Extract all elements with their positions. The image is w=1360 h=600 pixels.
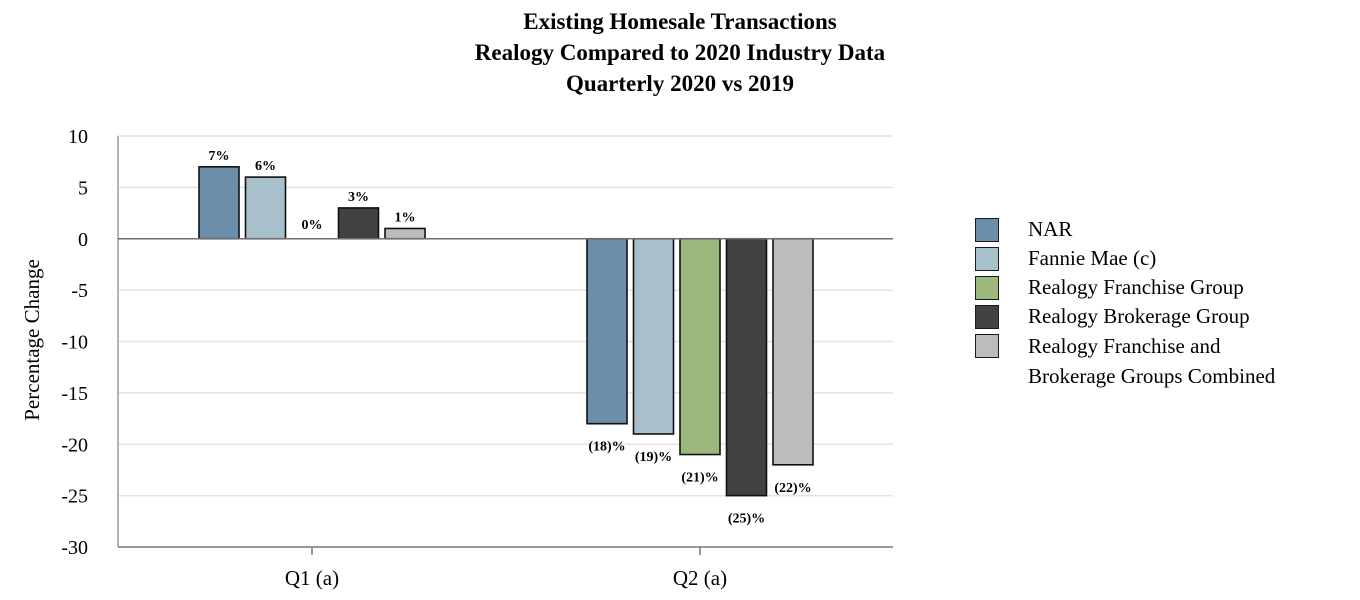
legend-item-fannie-mae: Fannie Mae (c) <box>975 246 1275 276</box>
chart-title: Existing Homesale Transactions Realogy C… <box>380 6 980 99</box>
legend-label: NAR <box>1028 217 1073 241</box>
legend-swatch <box>975 276 999 300</box>
data-label: 1% <box>395 210 416 225</box>
y-tick-label: -10 <box>61 332 88 354</box>
legend-item-nar: NAR <box>975 217 1275 247</box>
y-tick-label: -20 <box>61 434 88 456</box>
y-tick-label: 0 <box>78 229 88 251</box>
legend-item-combined: Realogy Franchise and Brokerage Groups C… <box>975 334 1275 388</box>
data-label: 7% <box>209 149 230 164</box>
y-tick-label: 5 <box>78 177 88 199</box>
legend-label-line-1: Realogy Franchise and <box>1028 334 1221 358</box>
data-labels: 7% 6% 0% 3% 1% (18)% (19)% (21)% (25)% (22)% <box>209 149 812 527</box>
legend-swatch <box>975 305 999 329</box>
bar <box>244 176 287 240</box>
legend-swatch <box>975 247 999 271</box>
y-tick-label: 10 <box>68 126 88 148</box>
y-tick-label: -15 <box>61 383 88 405</box>
legend-label: Realogy Franchise Group <box>1028 275 1244 299</box>
bar-chart: 10 5 0 -5 -10 -15 -20 -25 -30 7% 6% 0% 3% 1% (18)% (19… <box>20 126 893 590</box>
chart-title-line-1: Existing Homesale Transactions <box>523 9 837 34</box>
chart-title-line-3: Quarterly 2020 vs 2019 <box>565 71 795 96</box>
legend-item-realogy-franchise-group: Realogy Franchise Group <box>975 275 1275 305</box>
bars <box>198 166 814 497</box>
data-label: 0% <box>302 218 323 233</box>
data-label: 6% <box>255 159 276 174</box>
bar <box>632 237 675 435</box>
y-axis-label: Percentage Change <box>20 259 44 421</box>
y-axis: 10 5 0 -5 -10 -15 -20 -25 -30 <box>61 126 119 559</box>
chart-title-line-2: Realogy Compared to 2020 Industry Data <box>474 40 886 65</box>
y-tick-label: -5 <box>71 280 88 302</box>
legend: NAR Fannie Mae (c) Realogy Franchise Gro… <box>975 217 1275 388</box>
x-tick-label: Q2 (a) <box>673 566 727 590</box>
bar <box>586 237 628 425</box>
data-label: (25)% <box>728 512 765 527</box>
data-label: (18)% <box>588 440 625 455</box>
legend-label: Realogy Brokerage Group <box>1028 304 1250 328</box>
legend-item-realogy-brokerage-group: Realogy Brokerage Group <box>975 304 1275 334</box>
data-label: (21)% <box>681 471 718 486</box>
bar <box>725 237 768 497</box>
legend-label: Fannie Mae (c) <box>1028 246 1157 270</box>
bar <box>198 166 240 240</box>
data-label: (22)% <box>774 481 811 496</box>
data-label: (19)% <box>635 450 672 465</box>
bar <box>679 237 721 456</box>
legend-swatch <box>975 334 999 358</box>
bar <box>772 237 814 466</box>
data-label: 3% <box>348 190 369 205</box>
bar <box>337 207 380 240</box>
legend-swatch <box>975 218 999 242</box>
x-axis: Q1 (a) Q2 (a) <box>118 546 893 590</box>
legend-label: Realogy Franchise and Brokerage Groups C… <box>1028 331 1275 391</box>
y-tick-label: -25 <box>61 486 88 508</box>
bar <box>384 227 426 240</box>
y-tick-label: -30 <box>61 537 88 559</box>
legend-label-line-2: Brokerage Groups Combined <box>1028 364 1276 388</box>
x-tick-label: Q1 (a) <box>285 566 339 590</box>
